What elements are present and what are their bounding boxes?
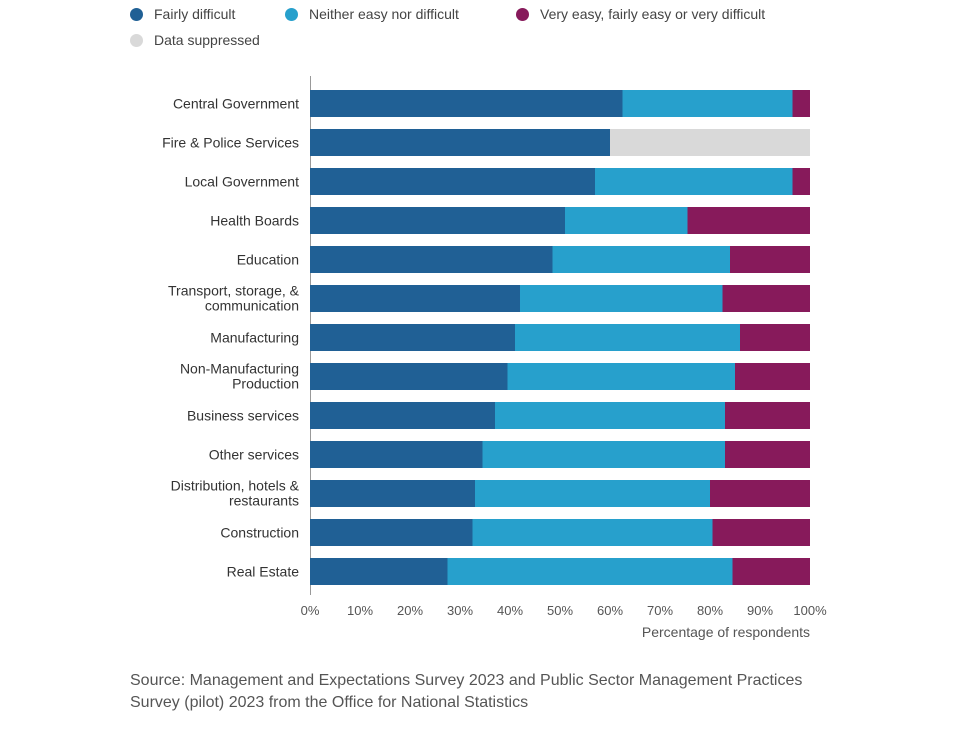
bar-segment-1 <box>310 402 495 429</box>
bar-segment-2 <box>565 207 688 234</box>
legend-swatch-icon <box>285 7 298 21</box>
x-tick-label: 0% <box>301 603 320 618</box>
x-tick-label: 40% <box>497 603 523 618</box>
bar-segment-3 <box>732 558 810 585</box>
bar-segment-3 <box>710 480 810 507</box>
bar-segment-2 <box>495 402 725 429</box>
bar-segment-1 <box>310 324 515 351</box>
category-label: Central Government <box>173 96 299 112</box>
category-label: Health Boards <box>210 213 299 229</box>
x-tick-label: 80% <box>697 603 723 618</box>
x-tick-label: 100% <box>793 603 827 618</box>
bar-segment-3 <box>792 168 810 195</box>
bar-segment-2 <box>552 246 730 273</box>
bar-segment-2 <box>520 285 723 312</box>
bar-segment-1 <box>310 168 595 195</box>
x-tick-label: 30% <box>447 603 473 618</box>
bar-segment-2 <box>472 519 713 546</box>
bar-segment-1 <box>310 285 520 312</box>
bar-segment-2 <box>515 324 740 351</box>
legend-swatch-icon <box>516 7 529 21</box>
legend-label: Fairly difficult <box>154 6 236 22</box>
category-label: Other services <box>209 447 299 463</box>
bar-segment-3 <box>687 207 810 234</box>
category-label: Transport, storage, & communication <box>168 283 300 314</box>
x-tick-label: 10% <box>347 603 373 618</box>
legend-item-very-easy: Very easy, fairly easy or very difficult <box>516 6 765 22</box>
x-tick-label: 20% <box>397 603 423 618</box>
bar-segment-4 <box>610 129 810 156</box>
category-label: Business services <box>187 408 299 424</box>
bar-segment-3 <box>712 519 810 546</box>
x-tick-label: 70% <box>647 603 673 618</box>
bar-segment-3 <box>725 402 810 429</box>
bar-segment-3 <box>740 324 810 351</box>
bar-segment-2 <box>507 363 735 390</box>
bar-segment-1 <box>310 441 483 468</box>
bar-segment-3 <box>792 90 810 117</box>
bar-segment-2 <box>622 90 793 117</box>
x-tick-label: 90% <box>747 603 773 618</box>
bar-segment-1 <box>310 558 448 585</box>
category-label: Local Government <box>185 174 300 190</box>
x-axis-title: Percentage of respondents <box>642 624 810 640</box>
category-label: Education <box>237 252 299 268</box>
legend-swatch-icon <box>130 7 143 21</box>
legend-label: Very easy, fairly easy or very difficult <box>540 6 766 22</box>
bar-segment-2 <box>595 168 793 195</box>
category-label: Non-Manufacturing Production <box>180 361 299 392</box>
legend-label: Data suppressed <box>154 32 260 48</box>
bar-segment-3 <box>735 363 810 390</box>
x-tick-label: 50% <box>547 603 573 618</box>
source-note: Source: Management and Expectations Surv… <box>130 672 803 711</box>
bar-segment-1 <box>310 129 610 156</box>
bar-segment-3 <box>730 246 810 273</box>
x-tick-label: 60% <box>597 603 623 618</box>
legend-item-neither: Neither easy nor difficult <box>285 6 459 22</box>
bar-segment-1 <box>310 363 508 390</box>
legend-label: Neither easy nor difficult <box>309 6 459 22</box>
category-label: Real Estate <box>227 564 300 580</box>
bar-segment-2 <box>475 480 710 507</box>
bar-segment-2 <box>482 441 725 468</box>
category-label: Distribution, hotels & restaurants <box>171 478 300 509</box>
category-label: Construction <box>220 525 299 541</box>
category-label: Manufacturing <box>210 330 299 346</box>
bar-segment-1 <box>310 480 475 507</box>
legend-swatch-icon <box>130 33 143 47</box>
bar-segment-1 <box>310 519 473 546</box>
bar-segment-2 <box>447 558 733 585</box>
bar-segment-3 <box>725 441 810 468</box>
category-label: Fire & Police Services <box>162 135 299 151</box>
bar-segment-1 <box>310 207 565 234</box>
legend-item-data-suppressed: Data suppressed <box>130 32 260 48</box>
bar-segment-1 <box>310 246 553 273</box>
bar-segment-3 <box>722 285 810 312</box>
bar-segment-1 <box>310 90 623 117</box>
legend-item-fairly-difficult: Fairly difficult <box>130 6 235 22</box>
stacked-bar-chart: Central Government Fire & Police Services… <box>162 76 827 640</box>
